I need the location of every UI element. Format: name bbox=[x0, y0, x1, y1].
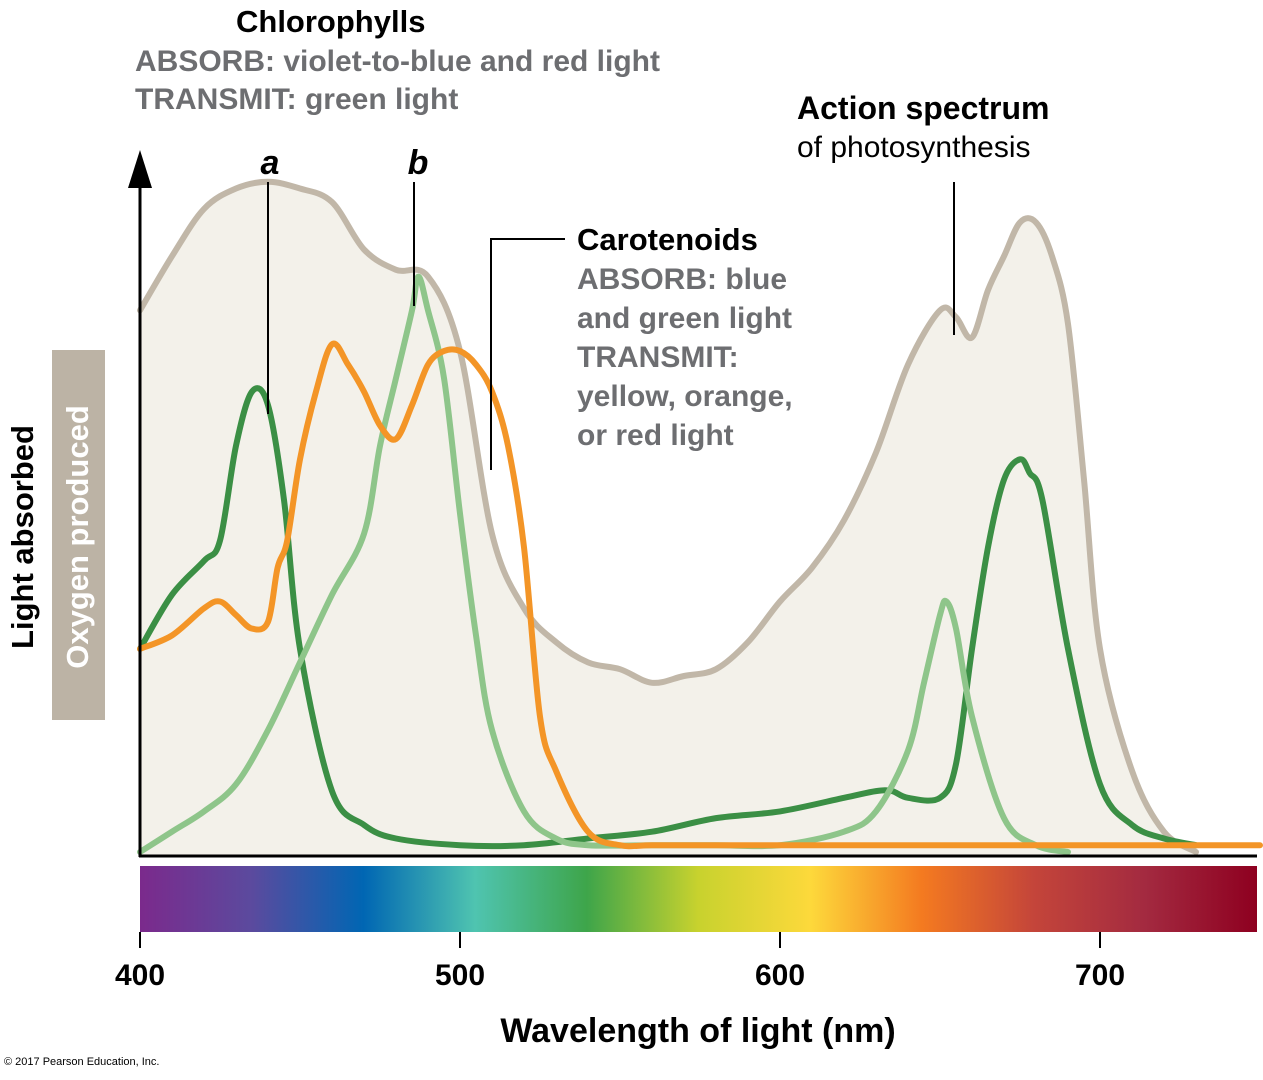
carotenoids-line-4: yellow, orange, bbox=[577, 380, 793, 413]
series-line-carotenoids bbox=[137, 340, 1263, 850]
action-spectrum-title: Action spectrum bbox=[797, 90, 1049, 126]
y-axis-label-oxygen: Oxygen produced bbox=[60, 405, 95, 669]
chlorophylls-title: Chlorophylls bbox=[236, 4, 425, 39]
x-tick-label-600: 600 bbox=[755, 959, 805, 992]
x-tick-label-400: 400 bbox=[115, 959, 165, 992]
x-tick-label-500: 500 bbox=[435, 959, 485, 992]
y-axis-label-light: Light absorbed bbox=[5, 425, 40, 649]
carotenoids-line-3: TRANSMIT: bbox=[577, 341, 739, 374]
oxygen-produced-label-bg bbox=[52, 350, 105, 720]
carotenoids-line-2: and green light bbox=[577, 302, 792, 335]
x-tick-label-700: 700 bbox=[1075, 959, 1125, 992]
chlorophylls-transmit-text: TRANSMIT: green light bbox=[135, 83, 458, 116]
plot-area bbox=[137, 178, 1263, 856]
x-ticks: 400 500 600 700 bbox=[115, 932, 1125, 992]
carotenoids-title: Carotenoids bbox=[577, 222, 758, 257]
carotenoids-line-5: or red light bbox=[577, 419, 734, 452]
chlorophylls-absorb-text: ABSORB: violet-to-blue and red light bbox=[135, 45, 660, 78]
action-spectrum-subtitle: of photosynthesis bbox=[797, 131, 1030, 164]
chlorophyll-a-label: a bbox=[261, 144, 280, 182]
carotenoids-line-1: ABSORB: blue bbox=[577, 263, 787, 296]
chlorophyll-b-label: b bbox=[408, 144, 429, 182]
series-line-b bbox=[137, 273, 1071, 855]
copyright-text: © 2017 Pearson Education, Inc. bbox=[4, 1056, 160, 1068]
carotenoids-leader-line bbox=[490, 238, 565, 470]
series-line-action-spectrum bbox=[137, 178, 1199, 855]
visible-spectrum-bar bbox=[140, 866, 1257, 932]
x-axis-label: Wavelength of light (nm) bbox=[500, 1012, 895, 1050]
y-axis-arrow-icon bbox=[128, 150, 152, 188]
